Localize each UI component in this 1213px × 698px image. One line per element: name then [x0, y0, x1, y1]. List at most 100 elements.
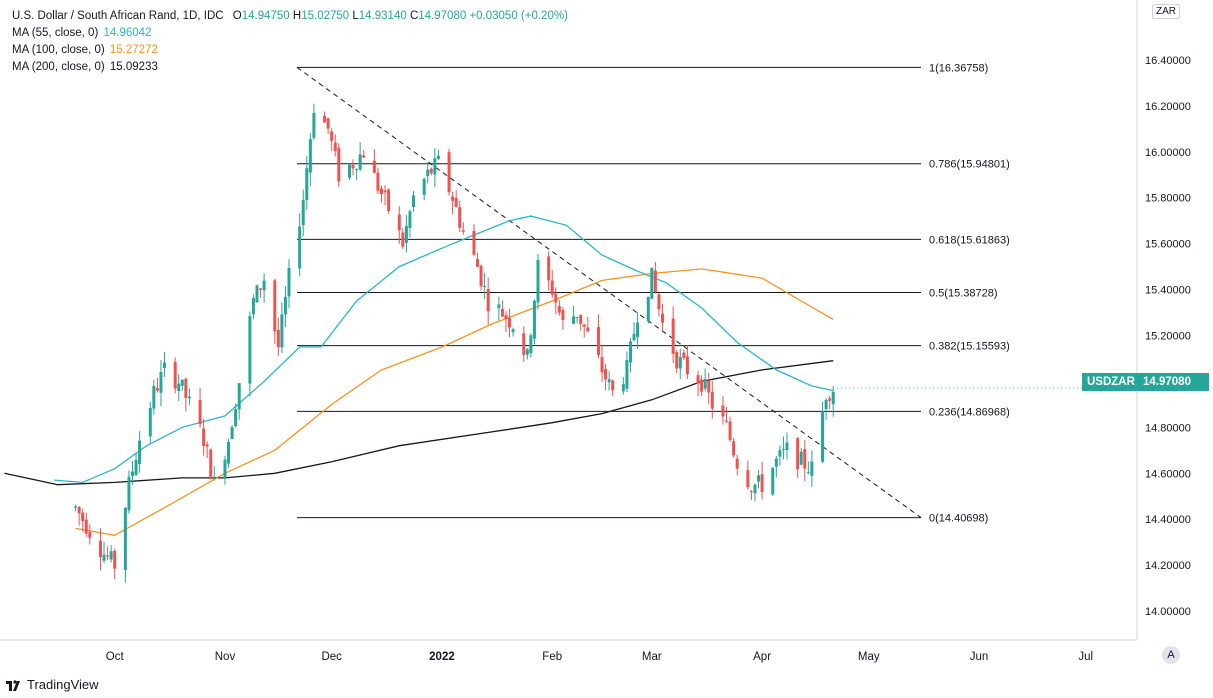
candle-body: [504, 315, 508, 320]
candle-body: [575, 316, 579, 318]
x-tick-label: Jul: [1078, 651, 1093, 663]
candle-body: [703, 379, 707, 389]
candle-body: [198, 400, 202, 425]
y-tick-label: 16.40000: [1145, 55, 1191, 67]
y-tick-label: 15.60000: [1145, 239, 1191, 251]
y-tick-label: 15.80000: [1145, 193, 1191, 205]
candle-body: [479, 265, 483, 287]
y-tick-label: 16.00000: [1145, 147, 1191, 159]
candle-body: [376, 172, 380, 191]
dashed-trendline: [296, 66, 922, 518]
candle-body: [796, 438, 800, 470]
symbol-title: U.S. Dollar / South African Rand, 1D, ID…: [12, 10, 224, 22]
candle-body: [262, 280, 266, 291]
candle-body: [283, 296, 287, 315]
candle-body: [625, 360, 629, 389]
candle-body: [778, 450, 782, 457]
y-tick-label: 14.00000: [1145, 606, 1191, 618]
auto-scale-button[interactable]: A: [1162, 646, 1180, 664]
candle-body: [757, 475, 761, 482]
currency-label[interactable]: ZAR: [1152, 4, 1180, 19]
candle-body: [323, 115, 327, 123]
candle-body: [138, 440, 142, 464]
candle-body: [447, 152, 451, 193]
y-tick-label: 14.20000: [1145, 560, 1191, 572]
candle-body: [529, 335, 533, 354]
ohlc-open-label: O: [232, 10, 242, 22]
candle-body: [177, 383, 181, 391]
ma55-label: MA (55, close, 0): [12, 27, 99, 39]
candle-body: [696, 375, 700, 384]
ohlc-high: 15.02750: [301, 10, 350, 22]
candle-body: [628, 341, 632, 363]
x-tick-label: Dec: [321, 651, 342, 663]
candle-body: [234, 409, 238, 427]
candle-body: [148, 407, 152, 437]
fib-level-label: 0.236(14.86968): [929, 406, 1010, 418]
candle-body: [433, 158, 437, 175]
candle-body: [721, 405, 725, 417]
candle-body: [596, 327, 600, 356]
ma55-value: 14.96042: [103, 27, 152, 39]
candle-body: [411, 195, 415, 208]
candle-body: [237, 383, 241, 410]
legend-ma100-row[interactable]: MA (100, close, 0) 15.27272: [12, 42, 568, 59]
tradingview-brand: TradingView: [27, 677, 99, 692]
candle-body: [312, 113, 316, 138]
candle-body: [735, 458, 739, 469]
candle-body: [781, 448, 785, 450]
candle-body: [362, 155, 366, 158]
x-tick-label: Apr: [753, 651, 771, 663]
candle-body: [728, 421, 732, 441]
candle-body: [251, 298, 255, 315]
y-tick-label: 14.80000: [1145, 422, 1191, 434]
x-tick-label: Feb: [542, 651, 562, 663]
candle-body: [347, 164, 351, 178]
candle-body: [611, 380, 615, 391]
candle-body: [828, 398, 832, 401]
candle-body: [486, 289, 490, 312]
candle-body: [458, 207, 462, 228]
candle-body: [746, 470, 750, 488]
candle-body: [84, 519, 88, 534]
candle-body: [202, 428, 206, 446]
y-tick-label: 15.20000: [1145, 330, 1191, 342]
candle-body: [102, 554, 106, 561]
tradingview-logo[interactable]: TradingView: [6, 677, 99, 692]
candle-body: [821, 411, 825, 462]
candle-body: [725, 420, 729, 422]
candle-body: [678, 356, 682, 369]
candle-body: [650, 267, 654, 299]
candle-body: [511, 329, 515, 333]
candle-body: [497, 304, 501, 309]
candle-body: [732, 441, 736, 456]
candle-body: [508, 318, 512, 328]
ma200-line: [4, 360, 834, 486]
candle-body: [476, 259, 480, 267]
ohlc-close-label: C: [409, 10, 419, 22]
candle-body: [685, 356, 689, 375]
x-tick-label: Jun: [970, 651, 989, 663]
last-price-tag: 14.97080: [1137, 373, 1209, 391]
candle-body: [184, 378, 188, 398]
candle-body: [159, 372, 163, 393]
candle-body: [657, 294, 661, 310]
legend-ma55-row[interactable]: MA (55, close, 0) 14.96042: [12, 25, 568, 42]
candle-body: [379, 188, 383, 195]
candle-body: [632, 333, 636, 341]
candle-body: [223, 459, 227, 478]
candle-body: [308, 139, 312, 173]
candle-body: [749, 491, 753, 493]
legend-ma200-row[interactable]: MA (200, close, 0) 15.09233: [12, 59, 568, 76]
candle-body: [273, 280, 277, 332]
x-tick-label: 2022: [429, 651, 455, 663]
fib-level-label: 0.382(15.15593): [929, 341, 1010, 353]
candle-body: [255, 285, 259, 303]
candle-body: [579, 314, 583, 324]
candle-body: [351, 164, 355, 169]
candle-body: [831, 392, 835, 405]
candle-body: [621, 384, 625, 392]
candle-body: [81, 512, 85, 522]
fib-level-label: 0.618(15.61863): [929, 234, 1010, 246]
